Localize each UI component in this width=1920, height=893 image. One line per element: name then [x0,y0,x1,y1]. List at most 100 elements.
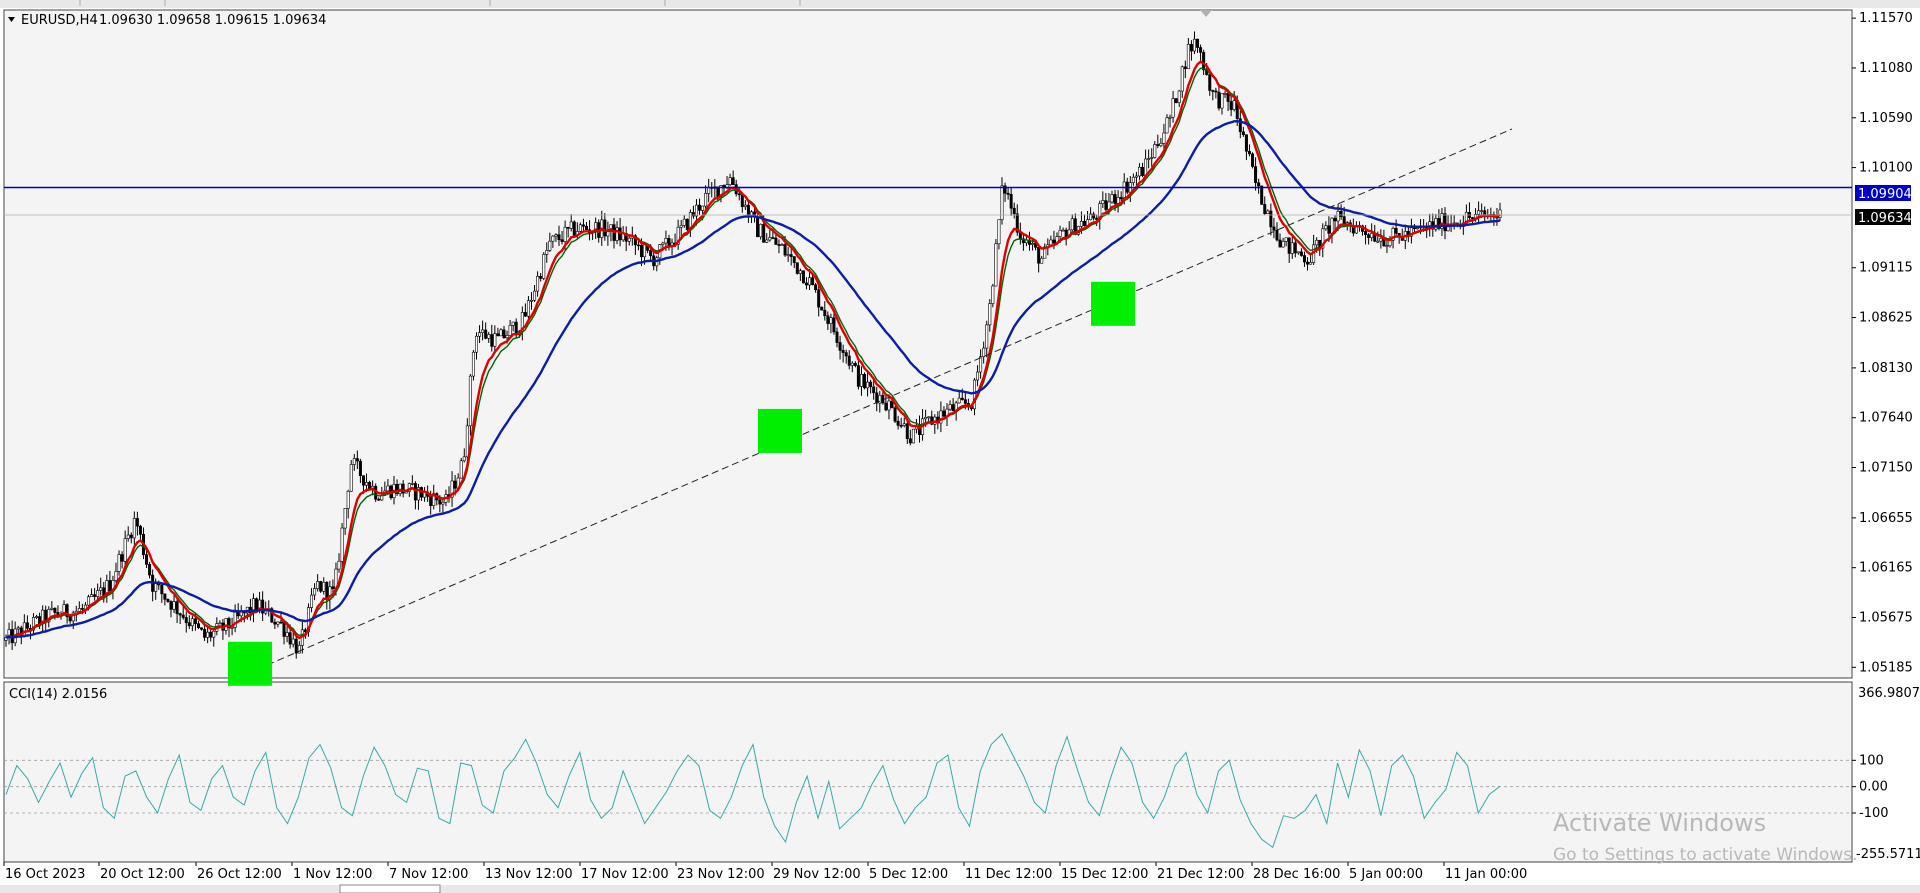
candle-body [484,329,488,339]
candle-body [1379,237,1383,242]
candle-body [548,240,552,251]
cci-panel[interactable] [3,681,1853,863]
candle-body [973,379,977,410]
cci-min-label: -255.5711 [1856,847,1920,862]
candle-body [716,186,720,197]
candle-body [1296,251,1300,254]
candle-body [343,508,347,529]
candle-body [985,324,989,349]
candle-body [355,458,359,462]
candle-body [1498,209,1502,218]
candle-body [536,275,540,292]
candle-body [520,312,524,332]
candle-body [1006,192,1010,195]
candle-body [1192,38,1196,52]
time-tick-label: 11 Dec 12:00 [965,867,1052,882]
price-panel[interactable] [3,9,1853,679]
candle-body [1012,207,1016,215]
candle-body [1477,210,1481,215]
candle-body [545,250,549,255]
candle-body [866,381,870,389]
candle-body [184,617,188,623]
candle-body [661,242,665,245]
candle-body [902,423,906,426]
price-tick-label: 1.11570 [1859,11,1913,26]
candle-body [1412,227,1416,230]
candle-body [514,321,518,335]
highlight-box[interactable] [758,408,802,453]
candle-body [401,483,405,494]
cci-tick-label: 100 [1859,753,1884,768]
candle-body [774,237,778,245]
price-tick-label: 1.07640 [1859,411,1913,426]
trendline[interactable] [236,128,1513,679]
candle-body [1416,227,1420,230]
price-tick-label: 1.10100 [1859,161,1913,176]
candle-body [1049,239,1053,246]
candle-body [200,627,204,630]
candle-body [1168,116,1172,119]
candle-body [273,621,277,625]
cci-layer [4,733,1852,849]
candle-body [169,601,173,610]
highlight-box[interactable] [1091,281,1135,326]
candle-body [786,254,790,256]
current-price-tag [1855,209,1911,225]
candle-body [789,254,793,257]
candle-body [120,554,124,562]
candle-body [1275,229,1279,241]
candle-body [196,623,200,628]
candle-body [939,410,943,424]
candle-body [1162,132,1166,144]
candle-body [988,303,992,326]
price-tick-label: 1.06165 [1859,561,1913,576]
time-tick-label: 11 Jan 00:00 [1445,867,1527,882]
symbol-dropdown-icon[interactable] [8,17,15,22]
candle-body [927,416,931,419]
candle-body [368,481,372,489]
candle-body [551,235,555,242]
time-tick-label: 26 Oct 12:00 [197,867,282,882]
highlight-box[interactable] [228,641,272,686]
candle-body [679,225,683,228]
price-tick-label: 1.07150 [1859,461,1913,476]
candle-body [572,221,576,236]
candle-body [1186,44,1190,70]
candle-body [542,254,546,279]
candle-body [1015,213,1019,233]
candle-body [1440,213,1444,229]
candle-body [1147,158,1151,160]
candle-body [163,593,167,600]
scroll-shift-marker-icon[interactable] [1200,10,1212,17]
candle-body [633,235,637,246]
candle-body [138,525,142,535]
candle-body [1394,227,1398,234]
candle-body [1302,255,1306,263]
candle-body [35,616,39,618]
candle-body [1009,194,1013,209]
candle-body [924,416,928,420]
candle-body [759,223,763,238]
candle-body [740,194,744,208]
candle-body [233,612,237,628]
candle-body [581,224,585,227]
time-tick-label: 16 Oct 2023 [5,867,85,882]
chart-tab-active[interactable] [339,884,441,893]
candle-body [1333,217,1337,222]
candle-body [847,355,851,366]
candle-body [1171,98,1175,118]
candle-body [1150,157,1154,159]
candle-body [643,244,647,258]
candle-body [1202,52,1206,71]
candle-body [691,212,695,217]
candle-body [475,335,479,353]
candle-body [701,205,705,211]
candle-body [450,480,454,498]
candle-body [1003,185,1007,194]
candle-body [1309,262,1313,265]
candle-body [1040,257,1044,264]
candle-body [123,538,127,562]
candle-body [288,632,292,645]
candle-body [508,325,512,336]
